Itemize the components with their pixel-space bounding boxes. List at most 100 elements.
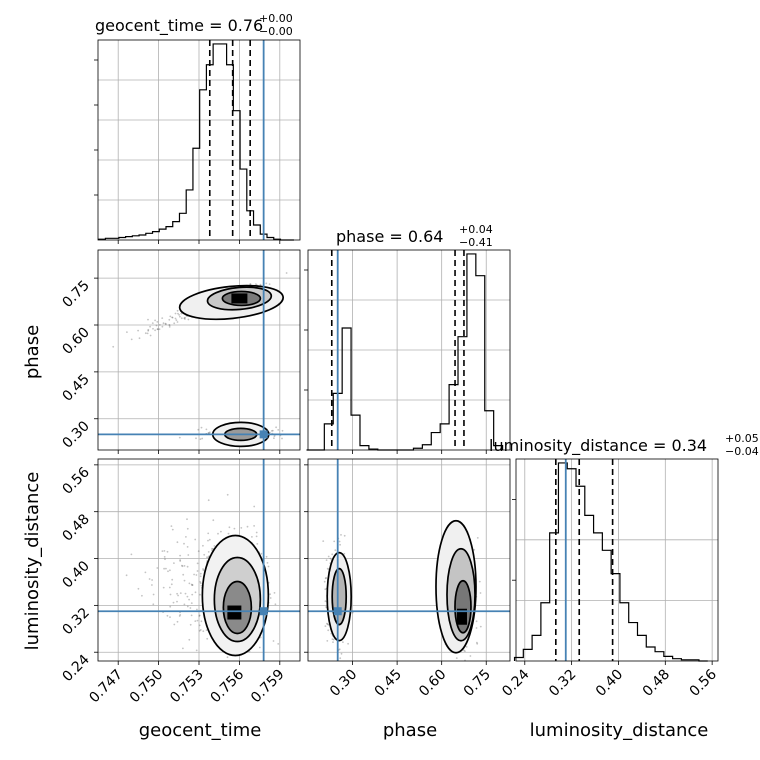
scatter-point-time-phase <box>158 324 161 326</box>
title-phase-plus: +0.04 <box>459 223 493 236</box>
scatter-point-time-distance <box>189 623 192 626</box>
scatter-point-time-distance <box>181 565 184 568</box>
scatter-point-time-distance <box>196 608 198 611</box>
scatter-point-phase-distance <box>326 622 328 625</box>
scatter-point-time-phase <box>271 429 274 432</box>
scatter-point-time-distance <box>183 542 185 545</box>
scatter-point-time-distance <box>202 630 205 633</box>
scatter-point-time-phase <box>265 282 268 285</box>
scatter-point-time-phase <box>147 318 149 321</box>
scatter-point-time-distance <box>137 587 140 590</box>
title-geocent-time-minus: −0.00 <box>259 25 293 38</box>
scatter-point-time-distance <box>163 567 166 570</box>
scatter-point-time-distance <box>188 582 191 585</box>
scatter-point-time-distance <box>179 592 182 594</box>
scatter-point-time-distance <box>203 553 206 556</box>
scatter-point-time-distance <box>184 592 187 595</box>
scatter-point-time-distance <box>182 573 185 576</box>
scatter-point-phase-distance <box>340 534 342 536</box>
scatter-point-phase-distance <box>327 623 330 626</box>
title-luminosity-distance-minus: −0.04 <box>725 445 759 458</box>
scatter-point-time-distance <box>186 527 189 530</box>
scatter-point-time-distance <box>207 551 210 553</box>
scatter-point-phase-distance <box>332 641 334 643</box>
ytick-label-p10-3: 0.75 <box>59 278 92 311</box>
scatter-point-time-distance <box>169 569 171 572</box>
truth-marker-3 <box>259 430 268 439</box>
scatter-point-time-distance <box>190 583 193 586</box>
contour-phase-distance-right-peak <box>456 608 467 625</box>
scatter-point-time-phase <box>174 317 177 320</box>
scatter-point-time-phase <box>168 324 171 326</box>
scatter-point-phase-distance <box>338 540 341 543</box>
truth-marker-4 <box>259 607 268 616</box>
scatter-point-time-distance <box>197 550 200 553</box>
scatter-point-time-distance <box>213 545 216 547</box>
scatter-point-time-phase <box>259 283 262 286</box>
scatter-point-time-distance <box>176 541 179 544</box>
scatter-point-time-distance <box>267 565 270 568</box>
scatter-point-phase-distance <box>324 577 327 580</box>
scatter-point-time-distance <box>226 493 229 496</box>
scatter-point-time-distance <box>151 584 153 586</box>
xtick-label-h2-1: 0.32 <box>546 667 579 700</box>
scatter-point-time-phase <box>249 283 252 286</box>
title-geocent-time-plus: +0.00 <box>259 12 293 25</box>
title-phase-minus: −0.41 <box>459 236 493 249</box>
scatter-point-phase-distance <box>325 559 328 561</box>
scatter-point-phase-distance <box>333 540 336 543</box>
scatter-point-phase-distance <box>339 543 341 546</box>
scatter-point-time-distance <box>176 600 178 603</box>
contour-phase-distance-right-inner <box>454 579 472 634</box>
scatter-point-time-distance <box>191 584 194 586</box>
scatter-point-time-distance <box>220 530 222 533</box>
scatter-point-time-distance <box>253 505 256 508</box>
scatter-point-phase-distance <box>342 641 344 643</box>
scatter-point-time-phase <box>126 331 128 333</box>
scatter-point-phase-distance <box>326 640 329 642</box>
scatter-point-time-distance <box>198 615 201 617</box>
scatter-point-time-distance <box>206 556 208 559</box>
scatter-point-phase-distance <box>465 646 468 648</box>
scatter-point-time-distance <box>179 554 182 557</box>
scatter-point-time-distance <box>176 620 179 623</box>
scatter-point-time-phase <box>184 316 187 319</box>
scatter-point-time-distance <box>190 602 193 604</box>
scatter-point-time-phase <box>255 283 257 285</box>
ytick-label-p20-1: 0.32 <box>59 605 92 638</box>
scatter-point-time-phase <box>154 319 157 322</box>
scatter-point-time-distance <box>194 591 197 594</box>
scatter-point-time-phase <box>281 437 283 440</box>
scatter-point-time-phase <box>175 319 178 321</box>
scatter-point-time-distance <box>207 532 210 535</box>
xtick-label-p20-0: 0.747 <box>86 667 126 707</box>
scatter-point-time-phase <box>180 312 183 315</box>
scatter-point-time-distance <box>177 594 180 597</box>
scatter-point-phase-distance <box>347 642 349 645</box>
scatter-point-time-phase <box>176 309 179 312</box>
scatter-point-phase-distance <box>332 638 335 641</box>
scatter-point-time-distance <box>258 646 261 649</box>
scatter-point-phase-distance <box>476 641 478 644</box>
scatter-point-time-distance <box>191 584 194 586</box>
scatter-point-time-distance <box>189 607 192 609</box>
scatter-point-time-distance <box>187 554 190 556</box>
scatter-point-time-distance <box>202 544 204 547</box>
scatter-point-time-distance <box>170 525 173 527</box>
scatter-point-time-phase <box>146 332 149 335</box>
scatter-point-time-phase <box>249 283 252 286</box>
scatter-point-time-distance <box>272 640 275 642</box>
scatter-point-time-phase <box>180 317 183 320</box>
scatter-point-time-distance <box>217 532 219 535</box>
scatter-point-time-phase <box>174 312 177 315</box>
scatter-point-time-distance <box>255 531 258 534</box>
scatter-point-time-distance <box>161 550 164 552</box>
scatter-point-time-distance <box>152 593 155 596</box>
scatter-point-time-phase <box>171 316 174 319</box>
scatter-point-time-distance <box>196 619 199 622</box>
scatter-point-phase-distance <box>327 555 330 558</box>
ytick-label-p10-0: 0.30 <box>59 418 92 451</box>
scatter-point-phase-distance <box>324 600 327 603</box>
density-contours-layer <box>178 284 477 657</box>
